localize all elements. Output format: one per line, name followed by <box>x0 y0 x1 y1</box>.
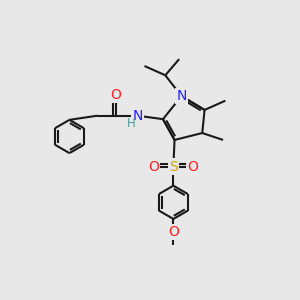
Text: N: N <box>132 109 143 123</box>
Text: O: O <box>188 160 199 173</box>
Text: O: O <box>148 160 159 173</box>
Text: O: O <box>168 225 179 239</box>
Text: O: O <box>110 88 121 102</box>
Text: H: H <box>127 117 136 130</box>
Text: S: S <box>169 160 178 173</box>
Text: N: N <box>176 89 187 103</box>
